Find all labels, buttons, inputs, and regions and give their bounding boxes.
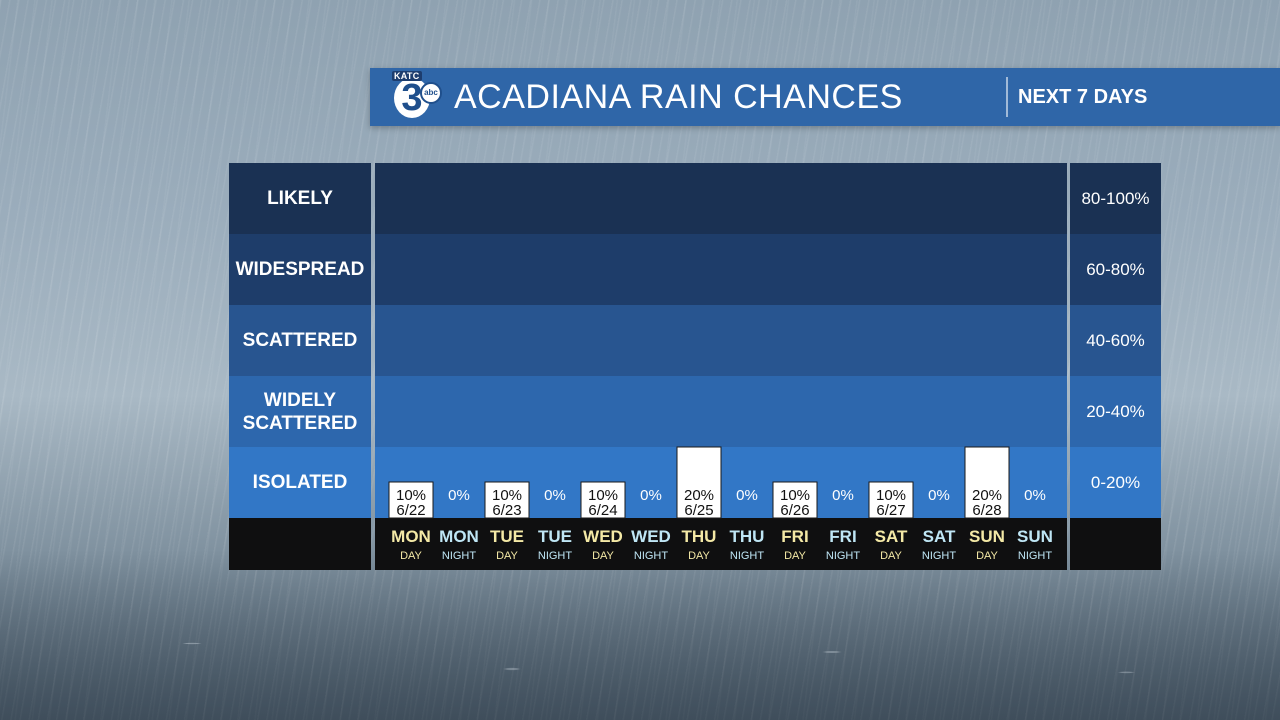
band-scattered: SCATTERED bbox=[229, 305, 371, 376]
band-label: ISOLATED bbox=[252, 472, 348, 493]
day-label: TUE bbox=[538, 527, 572, 546]
period-label: DAY bbox=[880, 550, 902, 562]
legend-footer bbox=[229, 518, 371, 570]
band-label: WIDELY SCATTERED bbox=[242, 389, 358, 434]
range-label: 60-80% bbox=[1086, 259, 1145, 279]
bar-sun-day bbox=[964, 446, 1010, 519]
bar-wed-day bbox=[580, 481, 626, 519]
value-label-zero: 0% bbox=[448, 487, 470, 504]
period-label: DAY bbox=[592, 550, 614, 562]
day-label: SUN bbox=[969, 527, 1005, 546]
date-label: 6/22 bbox=[396, 502, 425, 519]
range-0-20: 0-20% bbox=[1070, 447, 1161, 518]
range-40-60: 40-60% bbox=[1070, 305, 1161, 376]
day-label: MON bbox=[439, 527, 479, 546]
value-label: 10% bbox=[396, 487, 426, 504]
day-label: SAT bbox=[875, 527, 908, 546]
band-widely-scattered: WIDELY SCATTERED bbox=[229, 376, 371, 447]
band-label: WIDESPREAD bbox=[235, 259, 365, 280]
period-label: DAY bbox=[496, 550, 518, 562]
date-label: 6/26 bbox=[780, 502, 809, 519]
range-label: 80-100% bbox=[1081, 188, 1150, 208]
logo-callsign: KATC bbox=[392, 71, 422, 81]
value-label-zero: 0% bbox=[736, 487, 758, 504]
bar-mon-day bbox=[388, 481, 434, 519]
date-label: 6/23 bbox=[492, 502, 521, 519]
chart-background bbox=[375, 163, 1067, 570]
page-title: ACADIANA RAIN CHANCES bbox=[454, 78, 903, 116]
bar-fri-day bbox=[772, 481, 818, 519]
day-label: WED bbox=[583, 527, 623, 546]
value-label-zero: 0% bbox=[640, 487, 662, 504]
range-60-80: 60-80% bbox=[1070, 234, 1161, 305]
chart-band-widely-scattered bbox=[375, 376, 1067, 447]
wet-ground-background bbox=[0, 550, 1280, 720]
page-subtitle: NEXT 7 DAYS bbox=[1018, 86, 1148, 108]
day-label: FRI bbox=[829, 527, 856, 546]
band-isolated: ISOLATED bbox=[229, 447, 371, 518]
range-footer bbox=[1070, 518, 1161, 570]
chart-band-scattered bbox=[375, 305, 1067, 376]
value-label-zero: 0% bbox=[928, 487, 950, 504]
range-80-100: 80-100% bbox=[1070, 163, 1161, 234]
value-label: 10% bbox=[780, 487, 810, 504]
day-label: THU bbox=[730, 527, 765, 546]
station-logo: 3 KATC abc bbox=[390, 70, 442, 122]
value-label-zero: 0% bbox=[1024, 487, 1046, 504]
date-label: 6/28 bbox=[972, 502, 1001, 519]
value-label-zero: 0% bbox=[544, 487, 566, 504]
title-banner: 3 KATC abc ACADIANA RAIN CHANCES NEXT 7 … bbox=[370, 68, 1280, 126]
header-divider bbox=[1006, 77, 1008, 117]
period-label: NIGHT bbox=[826, 550, 861, 562]
chart-band-likely bbox=[375, 163, 1067, 234]
period-label: DAY bbox=[976, 550, 998, 562]
day-label: TUE bbox=[490, 527, 524, 546]
range-label: 0-20% bbox=[1090, 472, 1141, 492]
bar-thu-day bbox=[676, 446, 722, 519]
value-label: 20% bbox=[684, 487, 714, 504]
range-20-40: 20-40% bbox=[1070, 376, 1161, 447]
period-label: NIGHT bbox=[1018, 550, 1053, 562]
period-label: NIGHT bbox=[922, 550, 957, 562]
chart-band-widespread bbox=[375, 234, 1067, 305]
period-label: NIGHT bbox=[730, 550, 765, 562]
day-label: WED bbox=[631, 527, 671, 546]
value-label: 10% bbox=[876, 487, 906, 504]
day-label: THU bbox=[682, 527, 717, 546]
range-label: 20-40% bbox=[1086, 401, 1145, 421]
value-label: 10% bbox=[492, 487, 522, 504]
percent-legend: 80-100% 60-80% 40-60% 20-40% 0-20% bbox=[1070, 163, 1161, 570]
day-label: FRI bbox=[781, 527, 808, 546]
day-label: SUN bbox=[1017, 527, 1053, 546]
day-label-strip bbox=[375, 518, 1067, 570]
period-label: NIGHT bbox=[634, 550, 669, 562]
period-label: DAY bbox=[400, 550, 422, 562]
value-label: 20% bbox=[972, 487, 1002, 504]
date-label: 6/24 bbox=[588, 502, 617, 519]
day-label: SAT bbox=[923, 527, 956, 546]
bar-tue-day bbox=[484, 481, 530, 519]
range-label: 40-60% bbox=[1086, 330, 1145, 350]
band-widespread: WIDESPREAD bbox=[229, 234, 371, 305]
date-label: 6/25 bbox=[684, 502, 713, 519]
period-label: NIGHT bbox=[538, 550, 573, 562]
date-label: 6/27 bbox=[876, 502, 905, 519]
band-label: SCATTERED bbox=[242, 330, 358, 351]
bar-sat-day bbox=[868, 481, 914, 519]
value-label-zero: 0% bbox=[832, 487, 854, 504]
rain-chance-chart: 10%6/22MONDAY0%MONNIGHT10%6/23TUEDAY0%TU… bbox=[388, 446, 1053, 562]
band-likely: LIKELY bbox=[229, 163, 371, 234]
logo-network: abc bbox=[420, 82, 442, 104]
period-label: DAY bbox=[784, 550, 806, 562]
period-label: DAY bbox=[688, 550, 710, 562]
category-legend: LIKELY WIDESPREAD SCATTERED WIDELY SCATT… bbox=[229, 163, 371, 570]
band-label: LIKELY bbox=[267, 188, 333, 209]
day-label: MON bbox=[391, 527, 431, 546]
value-label: 10% bbox=[588, 487, 618, 504]
period-label: NIGHT bbox=[442, 550, 477, 562]
